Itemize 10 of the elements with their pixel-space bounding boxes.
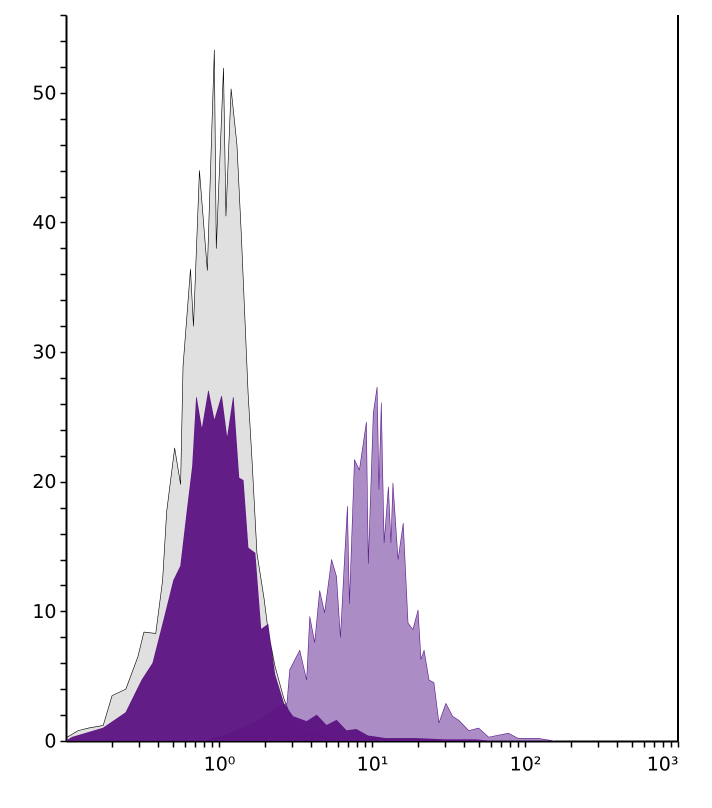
y-tick-label: 40: [32, 212, 56, 234]
y-tick-label: 30: [32, 342, 56, 364]
x-tick-label: 10⁰: [204, 754, 236, 776]
y-tick-label: 0: [44, 730, 56, 752]
x-tick-label: 10²: [510, 754, 542, 776]
y-tick-label: 50: [32, 82, 56, 104]
y-tick-label: 20: [32, 471, 56, 494]
y-tick-label: 10: [32, 600, 56, 623]
x-tick-label: 10³: [646, 754, 678, 776]
x-tick-label: 10¹: [356, 754, 388, 776]
